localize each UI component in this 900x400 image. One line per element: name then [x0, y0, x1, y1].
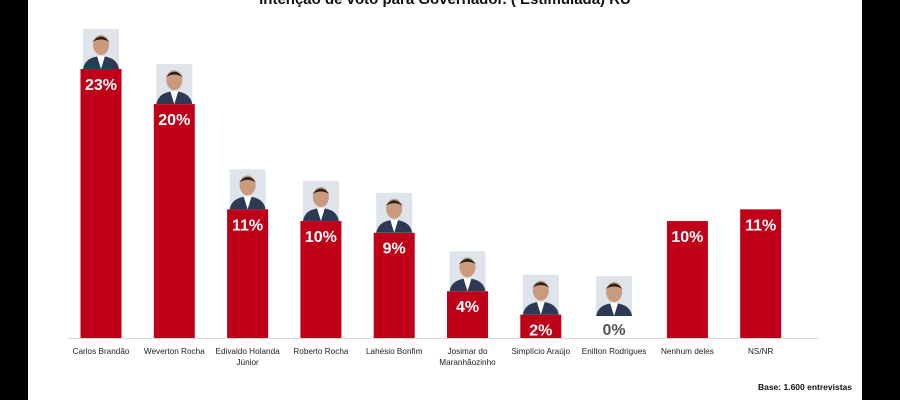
chart-panel: Intenção de voto para Governador. ( Esti… [28, 0, 862, 400]
value-label-3: 11% [232, 217, 263, 234]
candidate-photo-1 [83, 29, 119, 69]
bar-4 [300, 221, 342, 338]
candidate-photo-8 [596, 276, 633, 316]
bar-1 [80, 69, 122, 338]
value-label-6: 4% [456, 299, 479, 316]
bar-7 [520, 314, 562, 338]
candidate-photo-3 [229, 169, 266, 210]
candidate-photo-2 [156, 64, 193, 105]
value-label-10: 11% [745, 217, 776, 234]
value-label-4: 10% [305, 229, 337, 246]
value-label-5: 9% [383, 241, 406, 258]
category-label-5: Lahésio Bonfim [366, 347, 423, 356]
candidate-photo-4 [302, 181, 339, 222]
category-label-2: Weverton Rocha [144, 347, 205, 356]
base-note: Base: 1.600 entrevistas [757, 382, 852, 392]
bar-6 [447, 291, 488, 338]
value-label-2: 20% [158, 112, 190, 129]
category-label-6: Josimar do [447, 347, 487, 356]
bar-9 [666, 221, 708, 338]
value-label-1: 23% [85, 77, 117, 94]
category-label-3-line2: Júnior [236, 358, 259, 367]
chart-title: Intenção de voto para Governador. ( Esti… [28, 0, 862, 8]
category-label-7: Simplício Araújo [511, 347, 570, 356]
category-label-8: Enilton Rodrigues [582, 347, 647, 356]
category-label-4: Roberto Rocha [293, 347, 349, 356]
category-label-9: Nenhum deles [661, 347, 714, 356]
bar-chart: 23% Carlos Brandão 20% Weverton Rocha 11% Edi… [68, 29, 818, 367]
candidate-photo-7 [522, 274, 559, 315]
value-label-8: 0% [603, 322, 626, 339]
bar-10 [740, 209, 782, 338]
bar-5 [373, 232, 415, 338]
category-label-6-line2: Maranhãozinho [439, 358, 496, 367]
bar-2 [153, 104, 195, 338]
value-label-7: 2% [529, 323, 552, 340]
candidate-photo-5 [376, 192, 413, 233]
category-label-10: NS/NR [748, 347, 774, 356]
candidate-photo-6 [449, 251, 486, 292]
value-label-9: 10% [671, 229, 703, 246]
bar-3 [227, 209, 269, 338]
category-label-1: Carlos Brandão [73, 347, 130, 356]
category-label-3: Edivaldo Holanda [216, 347, 281, 356]
